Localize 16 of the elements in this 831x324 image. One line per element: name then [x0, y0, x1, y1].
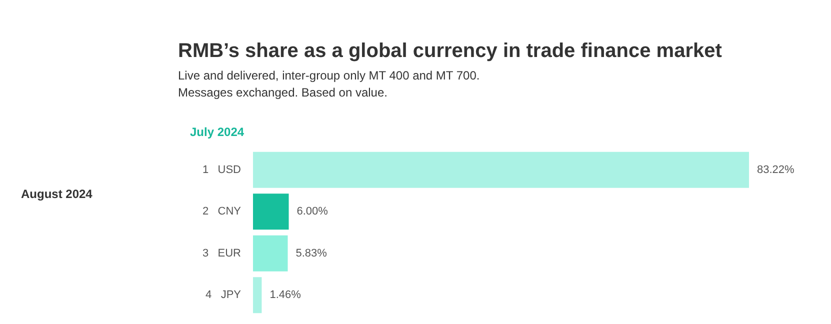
chart-title: RMB’s share as a global currency in trade finance market — [178, 40, 722, 62]
text: August 2024 — [21, 187, 93, 201]
bar — [253, 277, 262, 314]
y-tick-label: 3 EUR — [202, 247, 242, 260]
data-label: 5.83% — [296, 247, 328, 260]
data-label: 6.00% — [296, 206, 328, 218]
data-label: 83.22% — [757, 164, 795, 176]
bar — [253, 235, 288, 272]
bar — [253, 194, 289, 230]
y-tick-label: 4 JPY — [206, 289, 242, 302]
y-tick-label: 2 CNY — [202, 206, 242, 218]
data-label: 1.46% — [270, 289, 302, 302]
bar — [253, 152, 749, 188]
y-tick-label: 1 USD — [202, 164, 242, 176]
chart-subtitle: Live and delivered, inter-group only MT 400 and MT 700. Messages exchanged. Based on value. — [178, 68, 480, 100]
text: July 2024 — [190, 125, 244, 139]
